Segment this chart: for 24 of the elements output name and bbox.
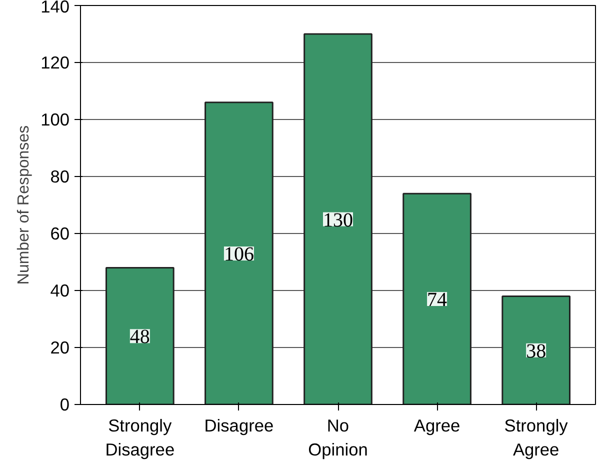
data-label: 130 xyxy=(323,209,353,232)
x-tick-label: Strongly Agree xyxy=(504,416,568,460)
y-tick-label: 120 xyxy=(40,52,70,72)
x-tick-label: No Opinion xyxy=(308,416,368,460)
x-tick-label: Disagree xyxy=(204,416,274,436)
y-tick-label: 20 xyxy=(50,338,70,358)
bar xyxy=(304,33,372,404)
y-tick-label: 140 xyxy=(40,0,70,16)
y-tick-label: 100 xyxy=(40,110,70,130)
x-tick-label: Agree xyxy=(414,416,460,436)
bar xyxy=(106,266,174,404)
y-tick-label: 80 xyxy=(50,166,70,186)
data-label: 106 xyxy=(224,243,254,266)
data-label: 48 xyxy=(130,326,150,348)
bar xyxy=(204,102,274,404)
y-tick-label: 60 xyxy=(50,224,70,244)
y-axis-title: Number of Responses xyxy=(16,125,33,285)
y-tick-label: 0 xyxy=(60,394,70,414)
bar xyxy=(502,295,570,404)
y-tick-label: 40 xyxy=(50,280,70,300)
bar xyxy=(402,192,472,404)
x-tick-label: Strongly Disagree xyxy=(105,416,175,460)
data-label: 38 xyxy=(526,340,546,362)
data-label: 74 xyxy=(427,289,448,312)
